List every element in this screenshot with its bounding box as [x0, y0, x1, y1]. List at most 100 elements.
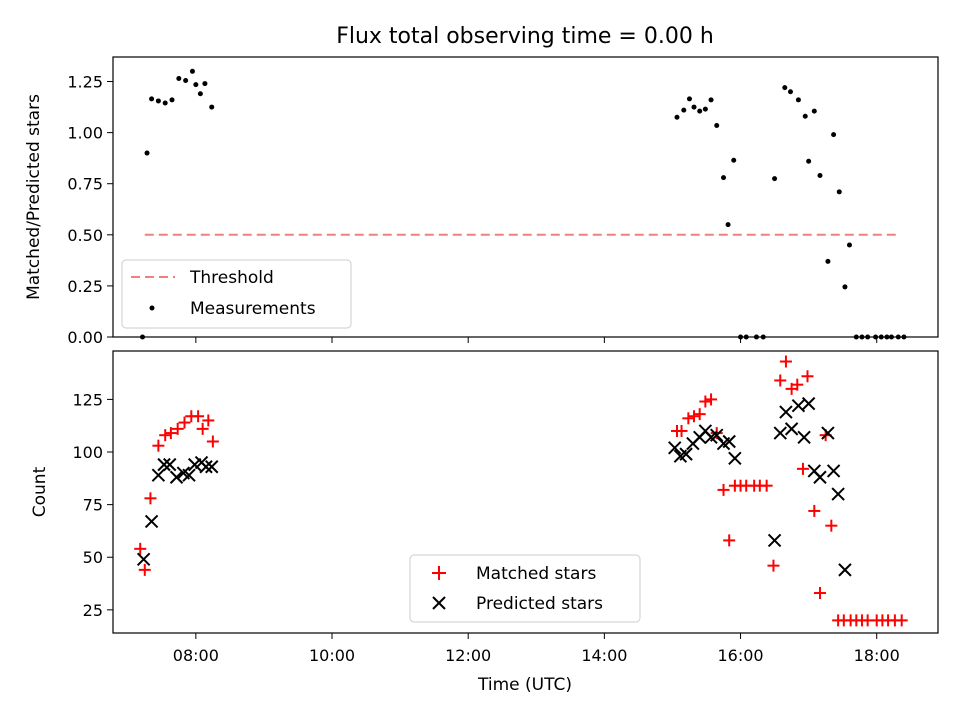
matched-star-point [791, 378, 804, 391]
predicted-star-stroke-b [144, 514, 159, 529]
predicted-star-point [144, 514, 159, 529]
matched-star-point [825, 519, 838, 532]
legend-measurements-swatch [149, 305, 155, 311]
top-legend: Threshold Measurements [121, 259, 352, 329]
measurement-point [176, 75, 182, 81]
bottom-x-tick-label: 08:00 [173, 646, 219, 665]
measurement-point [795, 97, 801, 103]
predicted-star-point [773, 426, 787, 440]
predicted-star-point [791, 399, 806, 413]
matched-star-point [808, 504, 821, 517]
measurement-point [787, 89, 793, 95]
measurement-point [681, 107, 687, 113]
matched-star-point [152, 439, 165, 452]
measurement-point [144, 150, 150, 156]
predicted-star-point [136, 552, 151, 567]
predicted-star-stroke-b [668, 441, 682, 455]
measurement-point [725, 222, 731, 228]
predicted-star-point [797, 430, 811, 444]
predicted-star-point [151, 468, 166, 482]
bottom-axes: 25 50 75 100 125 08:00 10:00 12:00 14:00 16:00 18:… [72, 390, 899, 665]
predicted-star-point [722, 434, 736, 449]
predicted-star-stroke-b [163, 457, 177, 472]
matched-star-point [723, 534, 736, 547]
top-plot-frame [112, 56, 939, 338]
predicted-star-stroke-b [136, 552, 151, 567]
top-y-tick-label: 1.00 [67, 124, 103, 143]
matched-star-point [801, 370, 814, 383]
measurement-point [193, 82, 199, 88]
legend-threshold-label: Threshold [189, 268, 274, 288]
predicted-star-point [838, 563, 852, 577]
measurement-point [842, 284, 848, 290]
measurement-point [721, 175, 727, 181]
matched-star-point [196, 422, 209, 435]
measurement-point [162, 100, 168, 106]
matched-star-point [134, 542, 147, 555]
top-y-tick-label: 0.00 [67, 328, 103, 347]
predicted-star-stroke-b [779, 405, 793, 419]
matched-star-point [717, 483, 730, 496]
matched-star-point [895, 614, 908, 627]
bottom-y-tick-label: 50 [83, 548, 103, 567]
matched-star-point [682, 412, 695, 425]
count-panel: Count Time (UTC) 25 50 75 100 125 08:00 10:00 1… [30, 350, 939, 695]
bottom-legend: Matched stars Predicted stars [409, 554, 641, 623]
predicted-star-stroke-b [728, 451, 742, 466]
predicted-star-stroke-b [169, 470, 184, 484]
matched-star-point [206, 435, 219, 448]
legend-measurements-label: Measurements [190, 299, 316, 319]
measurement-point [686, 96, 692, 102]
measurement-point [202, 81, 208, 87]
top-y-axis-label: Matched/Predicted stars [24, 94, 44, 300]
predicted-star-stroke-b [801, 396, 816, 411]
top-y-tick-label: 0.50 [67, 226, 103, 245]
predicted-star-stroke-b [182, 468, 196, 482]
bottom-plot-frame [112, 350, 939, 634]
matched-star-point [202, 414, 215, 427]
predicted-star-stroke-b [710, 428, 724, 442]
predicted-star-stroke-b [199, 460, 213, 474]
matched-star-point [688, 410, 701, 423]
matched-star-point [178, 416, 191, 429]
matched-star-point [779, 355, 792, 368]
measurement-point [189, 68, 195, 74]
bottom-x-tick-label: 16:00 [717, 646, 763, 665]
predicted-star-point [710, 428, 724, 442]
matched-star-point [767, 559, 780, 572]
legend-matched-swatch [432, 566, 446, 580]
bottom-x-tick-label: 18:00 [854, 646, 900, 665]
measurement-point [802, 113, 808, 119]
predicted-star-point [679, 447, 693, 461]
predicted-star-stroke-b [831, 487, 845, 501]
x-axis-label: Time (UTC) [477, 675, 572, 695]
predicted-star-point [205, 460, 219, 474]
matched-star-point [813, 587, 826, 600]
legend-matched-label: Matched stars [476, 564, 596, 584]
predicted-star-point [728, 451, 742, 466]
measurement-point [836, 189, 842, 195]
predicted-star-stroke-b [679, 447, 693, 461]
bottom-legend-box [409, 554, 641, 623]
matched-star-point [774, 374, 787, 387]
predicted-star-stroke-b [773, 426, 787, 440]
top-y-tick-label: 1.25 [67, 73, 103, 92]
predicted-star-stroke-b [821, 426, 835, 440]
matched-star-point [796, 462, 809, 475]
measurement-point [825, 258, 831, 264]
matched-star-point [705, 393, 718, 406]
top-y-tick-label: 0.75 [67, 175, 103, 194]
measurement-point [691, 104, 697, 110]
predicted-star-stroke-b [205, 460, 219, 474]
predicted-star-point [767, 533, 782, 548]
matched-star-point [699, 395, 712, 408]
predicted-star-point [831, 487, 845, 501]
measurement-point [782, 85, 788, 91]
matched-star-point [144, 492, 157, 505]
bottom-data-marks [134, 355, 908, 627]
predicted-star-stroke-b [791, 399, 806, 413]
matched-star-point [159, 429, 172, 442]
matched-star-point [693, 408, 706, 421]
measurement-point [183, 78, 189, 84]
